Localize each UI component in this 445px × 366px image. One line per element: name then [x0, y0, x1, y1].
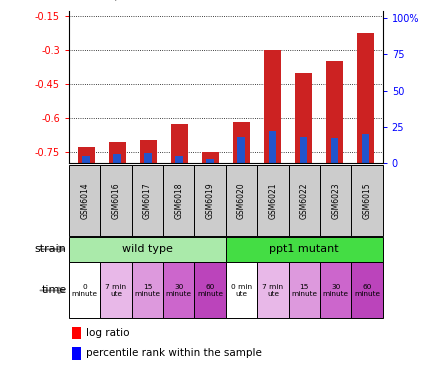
Text: GDS282 / YLR186W: GDS282 / YLR186W — [60, 0, 183, 2]
Text: 30
minute: 30 minute — [323, 284, 348, 297]
Bar — [357, 33, 374, 163]
Text: 60
minute: 60 minute — [354, 284, 380, 297]
Bar — [109, 142, 125, 163]
Text: 0
minute: 0 minute — [72, 284, 97, 297]
Bar — [101, 262, 132, 318]
Bar — [264, 50, 281, 163]
Bar — [295, 73, 312, 163]
Bar — [326, 61, 343, 163]
Bar — [101, 165, 132, 236]
Text: log ratio: log ratio — [86, 328, 130, 338]
Bar — [320, 165, 352, 236]
Text: 60
minute: 60 minute — [197, 284, 223, 297]
Bar — [175, 156, 183, 163]
Bar — [299, 137, 307, 163]
Bar — [163, 262, 194, 318]
Bar — [72, 347, 81, 359]
Text: 15
minute: 15 minute — [291, 284, 317, 297]
Bar — [226, 237, 383, 262]
Text: 7 min
ute: 7 min ute — [263, 284, 283, 297]
Bar — [206, 158, 214, 163]
Text: GSM6022: GSM6022 — [300, 182, 309, 219]
Bar — [77, 147, 95, 163]
Bar — [268, 131, 276, 163]
Text: GSM6023: GSM6023 — [331, 182, 340, 219]
Bar — [233, 122, 250, 163]
Bar — [171, 124, 188, 163]
Bar — [362, 134, 369, 163]
Text: 30
minute: 30 minute — [166, 284, 192, 297]
Bar — [132, 165, 163, 236]
Text: GSM6017: GSM6017 — [143, 182, 152, 219]
Bar — [226, 262, 257, 318]
Text: 0 min
ute: 0 min ute — [231, 284, 252, 297]
Bar — [288, 262, 320, 318]
Bar — [163, 165, 194, 236]
Bar — [202, 152, 219, 163]
Text: percentile rank within the sample: percentile rank within the sample — [86, 348, 262, 358]
Bar — [82, 156, 90, 163]
Bar — [72, 326, 81, 340]
Bar — [331, 138, 339, 163]
Text: GSM6018: GSM6018 — [174, 182, 183, 219]
Bar — [144, 153, 152, 163]
Text: 7 min
ute: 7 min ute — [105, 284, 126, 297]
Bar — [352, 262, 383, 318]
Bar — [194, 165, 226, 236]
Text: GSM6015: GSM6015 — [363, 182, 372, 219]
Text: 15
minute: 15 minute — [134, 284, 160, 297]
Bar — [320, 262, 352, 318]
Bar — [69, 237, 226, 262]
Bar — [69, 165, 101, 236]
Bar — [140, 140, 157, 163]
Text: GSM6020: GSM6020 — [237, 182, 246, 219]
Bar — [194, 262, 226, 318]
Text: wild type: wild type — [122, 244, 173, 254]
Text: GSM6014: GSM6014 — [80, 182, 89, 219]
Bar — [352, 165, 383, 236]
Bar — [113, 154, 121, 163]
Bar — [288, 165, 320, 236]
Text: GSM6021: GSM6021 — [268, 182, 277, 219]
Text: strain: strain — [35, 244, 67, 254]
Bar — [257, 262, 289, 318]
Text: GSM6019: GSM6019 — [206, 182, 214, 219]
Text: ppt1 mutant: ppt1 mutant — [270, 244, 339, 254]
Bar — [238, 137, 245, 163]
Bar — [257, 165, 289, 236]
Bar — [226, 165, 257, 236]
Text: time: time — [41, 285, 67, 295]
Bar — [132, 262, 163, 318]
Bar — [69, 262, 101, 318]
Text: GSM6016: GSM6016 — [112, 182, 121, 219]
